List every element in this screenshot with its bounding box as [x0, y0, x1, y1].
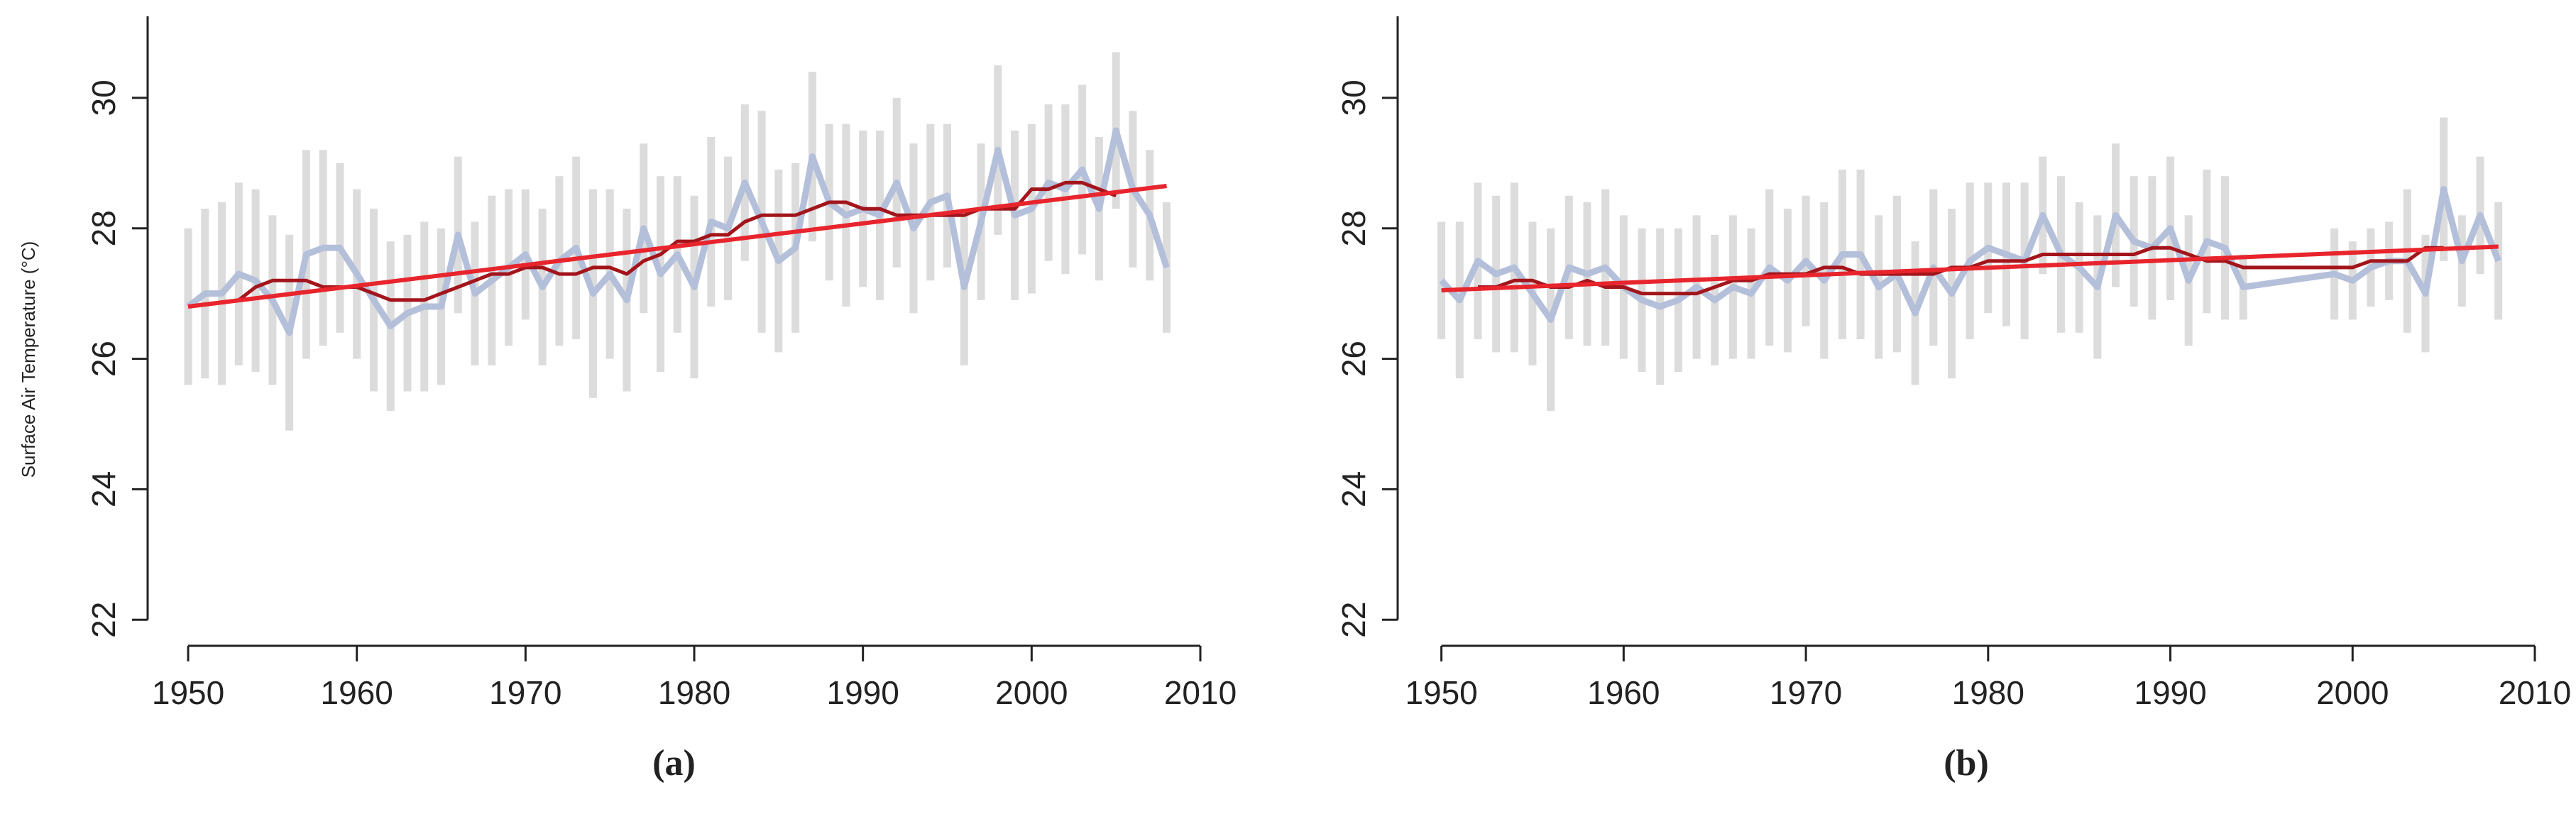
x-tick-label: 1950: [152, 674, 224, 711]
y-tick-label: 26: [85, 341, 122, 377]
y-tick-label: 22: [1335, 602, 1372, 638]
y-tick-label: 24: [85, 471, 122, 507]
y-tick-label: 22: [85, 602, 122, 638]
x-tick-label: 1990: [2134, 674, 2206, 711]
x-tick-label: 1960: [321, 674, 393, 711]
panel-caption: (a): [652, 743, 696, 783]
panel-caption: (b): [1944, 743, 1989, 783]
x-tick-label: 1980: [658, 674, 730, 711]
y-tick-label: 30: [1335, 79, 1372, 116]
mean-line: [186, 127, 1170, 336]
x-tick-label: 2000: [995, 674, 1068, 711]
trend-line: [187, 184, 1167, 309]
y-tick-label: 30: [85, 79, 122, 116]
x-tick-label: 2010: [1164, 674, 1237, 711]
moving-average-line: [1478, 246, 2444, 296]
y-tick-label: 26: [1335, 341, 1372, 377]
x-tick-label: 1970: [1770, 674, 1842, 711]
x-tick-label: 1980: [1952, 674, 2024, 711]
x-tick-label: 1960: [1587, 674, 1660, 711]
y-tick-label: 28: [85, 210, 122, 246]
y-tick-label: 28: [1335, 210, 1372, 246]
x-tick-label: 1990: [827, 674, 899, 711]
y-axis-label: Surface Air Temperature (°C): [18, 241, 39, 478]
x-tick-label: 1950: [1405, 674, 1477, 711]
mean-line: [1439, 186, 2501, 323]
x-tick-label: 2000: [2316, 674, 2389, 711]
y-tick-label: 24: [1335, 471, 1372, 507]
x-tick-label: 2010: [2499, 674, 2571, 711]
moving-average-line: [237, 180, 1117, 302]
trend-line: [1441, 244, 2499, 293]
x-tick-label: 1970: [489, 674, 561, 711]
